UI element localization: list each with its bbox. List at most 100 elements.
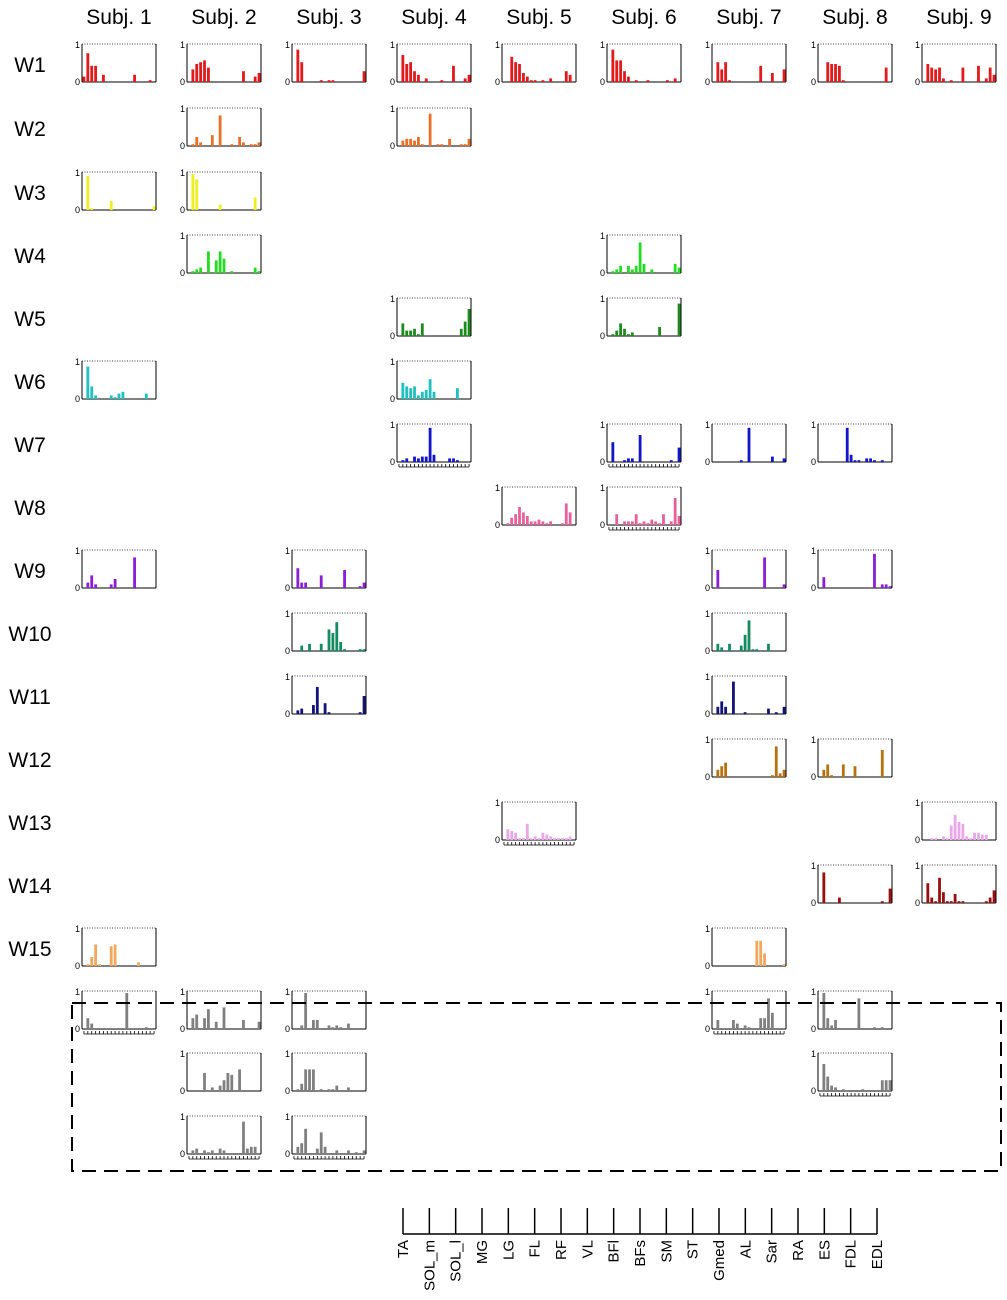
y-tick-label-top: 1 (285, 609, 290, 619)
bar (514, 514, 518, 525)
bar (627, 458, 630, 462)
bar (849, 454, 853, 462)
bar (942, 78, 945, 82)
bar (724, 762, 728, 777)
bar (861, 1089, 865, 1091)
bar (822, 769, 826, 777)
bar (335, 1150, 339, 1154)
bar (541, 832, 545, 840)
bar (347, 1023, 350, 1029)
bar (525, 516, 529, 525)
bar (90, 957, 94, 966)
bar (86, 366, 90, 399)
bar (782, 769, 786, 777)
bar (98, 964, 101, 966)
subject-header: Subj. 4 (401, 6, 467, 29)
bar (424, 390, 428, 399)
muscle-label: EDL (869, 1240, 886, 1269)
synergy-panel: 10 (915, 861, 997, 908)
bar (121, 391, 125, 399)
synergy-label: W3 (14, 182, 46, 205)
bar (428, 427, 432, 462)
y-tick-label-bottom: 0 (705, 646, 710, 656)
bar (677, 267, 681, 273)
bar (638, 242, 642, 273)
y-tick-label-top: 1 (495, 40, 500, 50)
synergy-panel: 10 (180, 1112, 262, 1160)
synergy-panel: 10 (600, 294, 682, 341)
bar (195, 179, 199, 210)
y-tick-label-bottom: 0 (180, 1086, 185, 1096)
bar (459, 328, 463, 336)
y-tick-label-bottom: 0 (811, 772, 816, 782)
y-tick-label-top: 1 (180, 987, 185, 997)
bar (455, 388, 459, 399)
synergy-panel: 10 (180, 168, 262, 215)
bar (880, 460, 884, 462)
bar (822, 872, 826, 903)
bar (650, 519, 654, 525)
bar (857, 460, 861, 462)
y-tick-label-bottom: 0 (285, 583, 290, 593)
bar (218, 1148, 222, 1154)
muscle-label: RF (553, 1240, 570, 1260)
y-tick-label-bottom: 0 (180, 268, 185, 278)
bar (642, 264, 646, 273)
bar (257, 73, 261, 82)
bar (409, 62, 413, 82)
synergy-panel: 10 (705, 672, 787, 719)
y-tick-label-top: 1 (915, 798, 920, 808)
bar (137, 962, 140, 966)
synergy-panel: 10 (75, 987, 157, 1035)
y-tick-label-top: 1 (705, 672, 710, 682)
bar (630, 458, 634, 462)
bar (467, 309, 471, 336)
bar (984, 78, 988, 82)
y-tick-label-top: 1 (600, 40, 605, 50)
synergy-panel: 10 (180, 1049, 262, 1096)
bar (405, 64, 409, 82)
bar (953, 894, 957, 903)
bar (296, 1146, 300, 1154)
bar (315, 687, 319, 714)
bar (938, 67, 941, 82)
y-tick-label-bottom: 0 (811, 457, 816, 467)
bar (873, 553, 876, 588)
y-tick-label-top: 1 (811, 735, 816, 745)
muscle-label: SM (658, 1240, 675, 1263)
bar (319, 1132, 323, 1154)
bar (413, 386, 416, 399)
bar (619, 265, 623, 273)
bar (362, 71, 366, 82)
bar (362, 696, 366, 714)
bar (553, 838, 556, 840)
bar (568, 74, 572, 82)
bar (834, 64, 837, 82)
bar (152, 206, 156, 210)
bar (988, 897, 992, 903)
subject-header: Subj. 5 (506, 6, 571, 29)
bar (529, 838, 533, 840)
bar (533, 521, 537, 525)
y-tick-label-bottom: 0 (705, 77, 710, 87)
bar (880, 584, 884, 588)
bar (770, 73, 774, 82)
bar (109, 584, 113, 588)
bar (654, 521, 658, 525)
bar (759, 65, 763, 82)
y-tick-label-top: 1 (75, 357, 80, 367)
bar (873, 460, 876, 462)
bar (841, 764, 845, 777)
synergy-row-labels: W1 W2 W3 W4 W5 W6 W7 W8 W9 W10 W11 W12 W13 W14 W15 (8, 54, 52, 961)
bar (522, 73, 525, 82)
y-tick-label-top: 1 (705, 40, 710, 50)
bar (242, 71, 245, 82)
bar (401, 382, 405, 399)
bar (926, 883, 930, 903)
subject-header: Subj. 6 (611, 6, 676, 29)
y-tick-label-top: 1 (600, 294, 605, 304)
bar (763, 1018, 766, 1029)
synergy-label: W6 (14, 371, 46, 394)
synergy-panel: 10 (600, 420, 682, 468)
y-tick-label-bottom: 0 (600, 77, 605, 87)
